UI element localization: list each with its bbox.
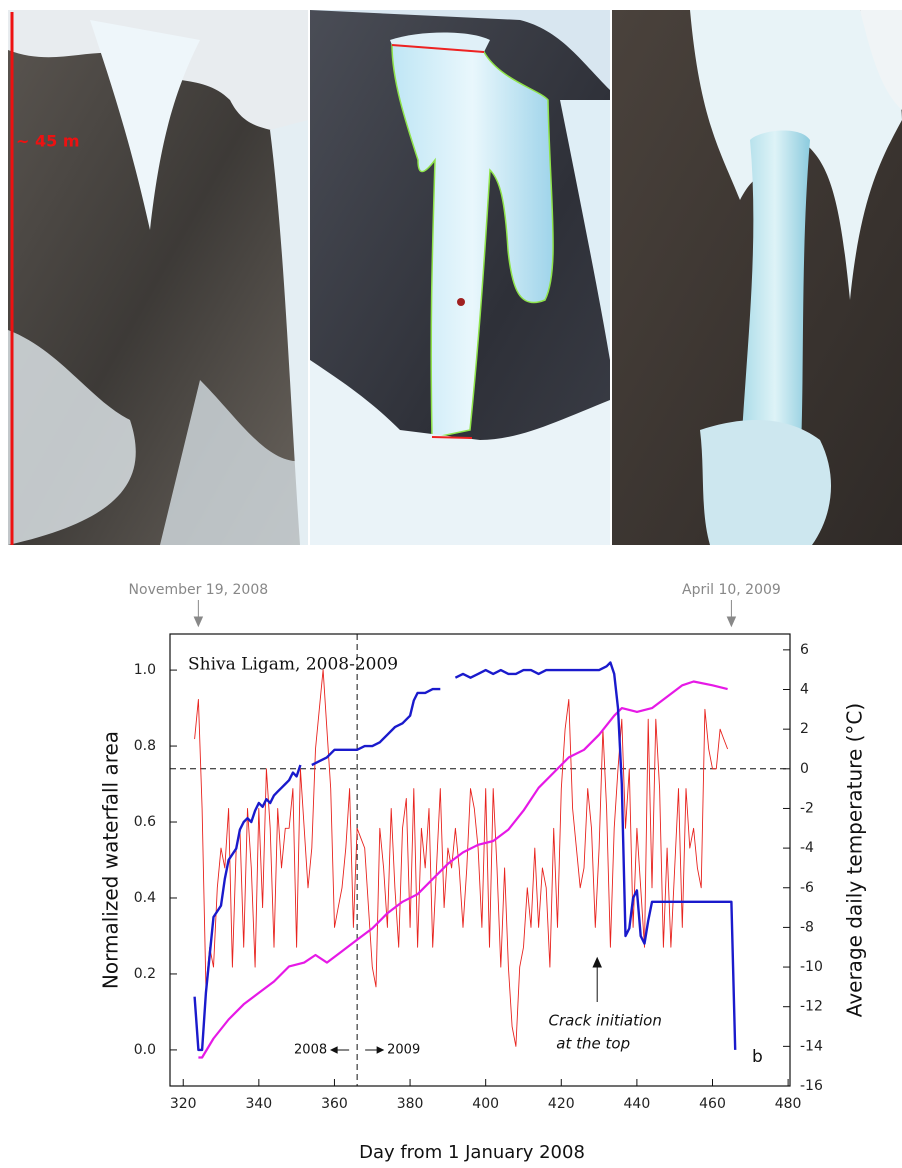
- chart: Day from 1 January 2008 Normalized water…: [99, 633, 867, 1163]
- y2-tick-label: -10: [800, 959, 823, 975]
- x-tick-label: 320: [170, 1096, 197, 1112]
- plot-frame: [169, 633, 791, 1087]
- series-line: [198, 680, 728, 1059]
- y-axis-label: Normalized waterfall area: [99, 731, 123, 989]
- x-tick-label: 400: [472, 1096, 499, 1112]
- y-tick-label: 0.6: [134, 814, 156, 830]
- x-axis-label: Day from 1 January 2008: [359, 1142, 585, 1163]
- y2-tick-label: -14: [800, 1038, 823, 1054]
- photo-1: ~ 45 m: [8, 10, 308, 545]
- y-tick-label: 0.2: [134, 966, 156, 982]
- year-arrow: [330, 1046, 350, 1054]
- y2-tick-label: 2: [800, 721, 809, 737]
- year-arrow: [365, 1046, 385, 1054]
- year-label: 2009: [387, 1043, 420, 1058]
- y-tick-label: 0.8: [134, 738, 156, 754]
- y2-tick-label: 6: [800, 642, 809, 658]
- date-label: November 19, 2008: [129, 582, 269, 598]
- x-tick-label: 340: [245, 1096, 272, 1112]
- y2-tick-label: 0: [800, 761, 809, 777]
- crack-label: at the top: [556, 1035, 630, 1053]
- y2-tick-label: -6: [800, 880, 814, 896]
- date-arrow: [193, 600, 204, 628]
- x-tick-label: 440: [624, 1096, 651, 1112]
- x-tick-label: 360: [321, 1096, 348, 1112]
- y2-tick-label: -2: [800, 800, 814, 816]
- panel-label: b: [752, 1047, 763, 1067]
- x-tick-label: 380: [397, 1096, 424, 1112]
- year-label: 2008: [294, 1043, 327, 1058]
- date-arrow: [726, 600, 737, 628]
- crack-label: Crack initiation: [549, 1012, 662, 1030]
- series-line: [193, 661, 737, 1052]
- y2-tick-label: -16: [800, 1078, 823, 1094]
- x-tick-label: 480: [775, 1096, 802, 1112]
- y2-axis-label: Average daily temperature (°C): [843, 703, 867, 1017]
- y-tick-label: 0.4: [134, 890, 156, 906]
- photo-2: [310, 10, 610, 545]
- scale-label: ~ 45 m: [16, 132, 79, 151]
- y-tick-label: 1.0: [134, 662, 156, 678]
- crack-arrow: [592, 956, 602, 1002]
- y2-tick-label: -12: [800, 999, 823, 1015]
- y2-tick-label: -8: [800, 919, 814, 935]
- date-label: April 10, 2009: [682, 582, 781, 598]
- y2-tick-label: 4: [800, 682, 809, 698]
- x-tick-label: 420: [548, 1096, 575, 1112]
- x-tick-label: 460: [699, 1096, 726, 1112]
- y2-tick-label: -4: [800, 840, 814, 856]
- photo-3: [612, 10, 902, 545]
- inset-title: Shiva Ligam, 2008-2009: [188, 655, 398, 675]
- series-line: [194, 669, 729, 1047]
- y-tick-label: 0.0: [134, 1042, 156, 1058]
